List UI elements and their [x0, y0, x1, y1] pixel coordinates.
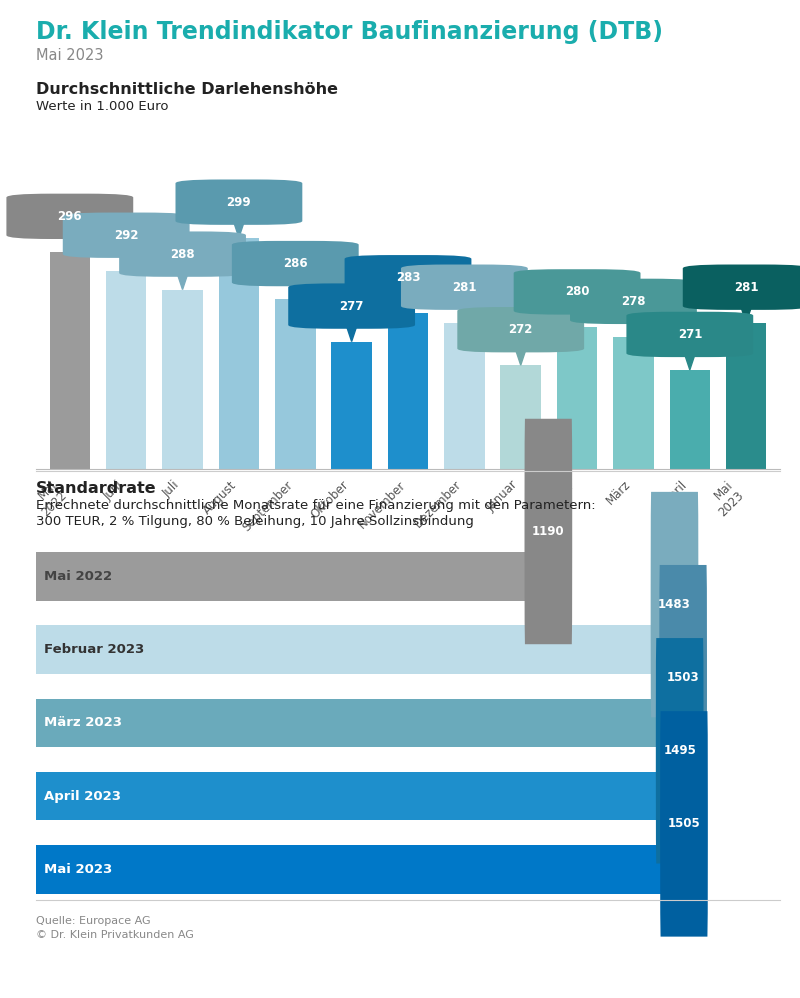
Bar	[275, 299, 315, 998]
Text: 1495: 1495	[663, 745, 696, 757]
FancyBboxPatch shape	[650, 492, 698, 718]
Bar	[613, 336, 654, 998]
FancyBboxPatch shape	[682, 264, 800, 309]
Bar	[106, 270, 146, 998]
FancyBboxPatch shape	[660, 712, 708, 937]
Text: 300 TEUR, 2 % Tilgung, 80 % Beleihung, 10 Jahre Sollzinsbindung: 300 TEUR, 2 % Tilgung, 80 % Beleihung, 1…	[36, 515, 474, 528]
Bar	[557, 327, 598, 998]
Polygon shape	[290, 282, 301, 299]
Text: Mai 2022: Mai 2022	[44, 570, 112, 583]
Polygon shape	[628, 320, 639, 336]
Text: Dr. Klein Trendindikator Baufinanzierung (DTB): Dr. Klein Trendindikator Baufinanzierung…	[36, 20, 663, 44]
Text: Werte in 1.000 Euro: Werte in 1.000 Euro	[36, 100, 169, 113]
FancyBboxPatch shape	[656, 638, 703, 863]
Bar	[726, 322, 766, 998]
Text: 271: 271	[678, 328, 702, 341]
FancyBboxPatch shape	[345, 255, 471, 300]
Text: April 2023: April 2023	[44, 789, 121, 802]
Text: März 2023: März 2023	[44, 717, 122, 730]
Text: 1503: 1503	[667, 672, 699, 685]
Polygon shape	[674, 697, 691, 711]
Polygon shape	[234, 222, 245, 238]
Text: Februar 2023: Februar 2023	[44, 644, 144, 657]
Polygon shape	[121, 254, 132, 270]
Text: Mai 2023: Mai 2023	[44, 862, 112, 875]
Polygon shape	[177, 273, 188, 289]
Bar	[36, 771, 680, 820]
FancyBboxPatch shape	[570, 278, 697, 324]
Bar	[388, 313, 428, 998]
Polygon shape	[741, 306, 752, 322]
Bar	[501, 365, 541, 998]
Bar	[670, 370, 710, 998]
Text: 272: 272	[509, 323, 533, 336]
FancyBboxPatch shape	[659, 565, 707, 790]
Text: 280: 280	[565, 285, 590, 298]
Text: Errechnete durchschnittliche Monatsrate für eine Finanzierung mit den Parametern: Errechnete durchschnittliche Monatsrate …	[36, 499, 596, 512]
Text: 299: 299	[226, 196, 251, 209]
Text: 1483: 1483	[658, 598, 691, 611]
Bar	[36, 844, 684, 893]
Polygon shape	[684, 353, 695, 370]
Polygon shape	[346, 325, 357, 341]
Text: 281: 281	[452, 280, 477, 293]
Text: 288: 288	[170, 248, 195, 260]
Text: 278: 278	[622, 294, 646, 307]
FancyBboxPatch shape	[401, 264, 528, 309]
Polygon shape	[675, 843, 693, 856]
FancyBboxPatch shape	[175, 180, 302, 225]
Bar	[36, 626, 674, 675]
FancyBboxPatch shape	[626, 311, 754, 357]
FancyBboxPatch shape	[232, 241, 358, 286]
Bar	[36, 552, 548, 601]
Polygon shape	[571, 310, 582, 327]
Text: 281: 281	[734, 280, 758, 293]
Polygon shape	[459, 306, 470, 322]
Text: 277: 277	[339, 299, 364, 312]
Text: © Dr. Klein Privatkunden AG: © Dr. Klein Privatkunden AG	[36, 930, 194, 940]
FancyBboxPatch shape	[458, 307, 584, 352]
Text: Mai 2023: Mai 2023	[36, 48, 103, 63]
Polygon shape	[515, 348, 526, 365]
Text: 296: 296	[58, 210, 82, 223]
Text: 292: 292	[114, 229, 138, 242]
Text: Durchschnittliche Darlehenshöhe: Durchschnittliche Darlehenshöhe	[36, 82, 338, 97]
Text: Quelle: Europace AG: Quelle: Europace AG	[36, 916, 150, 926]
Bar	[444, 322, 485, 998]
Polygon shape	[402, 296, 414, 313]
Polygon shape	[540, 551, 557, 564]
FancyBboxPatch shape	[62, 213, 190, 257]
FancyBboxPatch shape	[119, 232, 246, 276]
Bar	[218, 238, 259, 998]
Bar	[50, 251, 90, 998]
Bar	[36, 699, 683, 748]
Polygon shape	[671, 769, 688, 783]
FancyBboxPatch shape	[6, 194, 134, 239]
Bar	[162, 289, 203, 998]
Bar	[331, 341, 372, 998]
Text: 1505: 1505	[668, 817, 700, 830]
FancyBboxPatch shape	[525, 419, 572, 645]
Polygon shape	[666, 624, 683, 638]
Text: Standardrate: Standardrate	[36, 481, 157, 496]
FancyBboxPatch shape	[514, 269, 641, 314]
Text: 1190: 1190	[532, 525, 565, 538]
Polygon shape	[64, 236, 75, 251]
FancyBboxPatch shape	[288, 283, 415, 328]
Text: 286: 286	[283, 257, 307, 270]
Text: 283: 283	[396, 271, 420, 284]
